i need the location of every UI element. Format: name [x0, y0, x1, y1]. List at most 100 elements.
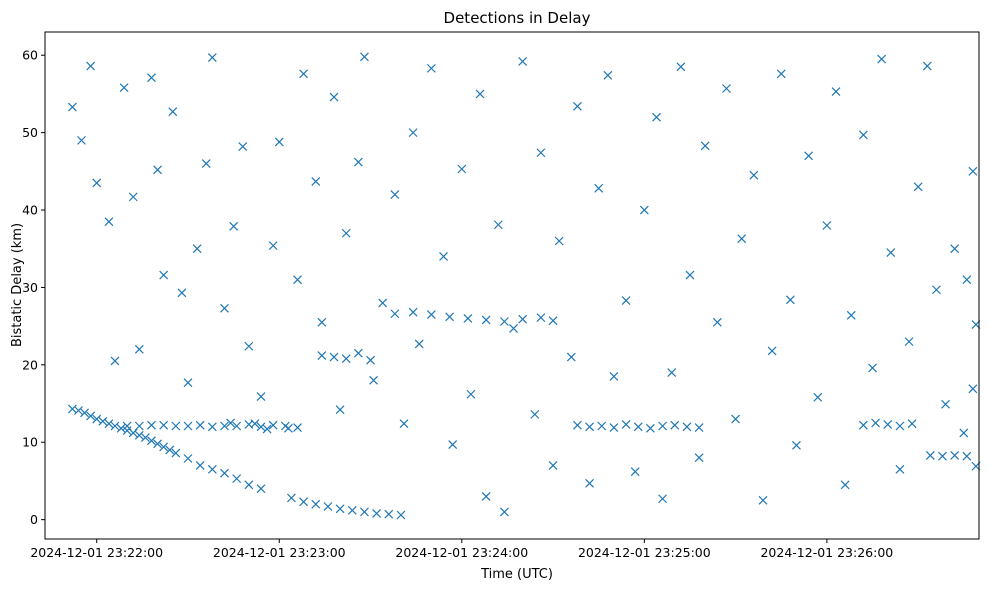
- detection-point: [448, 440, 458, 449]
- detection-point: [968, 384, 978, 394]
- detection-point: [414, 339, 424, 349]
- detection-point: [147, 420, 156, 430]
- detection-point: [463, 313, 473, 323]
- detection-point: [171, 421, 181, 431]
- detection-point: [98, 416, 108, 426]
- detection-point: [858, 420, 868, 430]
- detection-point: [220, 303, 229, 313]
- detection-point: [268, 420, 278, 430]
- detection-point: [518, 56, 528, 66]
- detection-point: [950, 244, 960, 254]
- detection-point: [207, 53, 217, 62]
- detection-point: [925, 450, 935, 460]
- detection-point: [962, 275, 972, 285]
- detection-point: [220, 468, 229, 478]
- detection-point: [652, 112, 661, 122]
- detection-point: [731, 414, 741, 424]
- detection-point: [585, 422, 595, 432]
- detection-point: [621, 420, 631, 429]
- chart-title: Detections in Delay: [444, 9, 591, 27]
- detection-point: [554, 236, 564, 246]
- detection-point: [207, 422, 217, 432]
- detection-point: [77, 135, 86, 145]
- detection-point: [481, 492, 491, 501]
- detection-point: [250, 419, 260, 429]
- detection-point: [353, 348, 363, 358]
- detection-point: [813, 392, 823, 402]
- detection-point: [603, 70, 613, 80]
- detection-point: [895, 421, 905, 431]
- detection-point: [877, 54, 887, 64]
- detection-point: [922, 61, 932, 71]
- detection-point: [104, 217, 114, 227]
- detection-point: [871, 418, 880, 428]
- plot-marks: [67, 52, 981, 520]
- detection-point: [846, 310, 856, 320]
- detection-point: [195, 420, 205, 430]
- detection-point: [128, 192, 138, 202]
- detection-point: [831, 87, 841, 97]
- x-tick-label: 2024-12-01 23:25:00: [578, 545, 711, 560]
- detection-point: [804, 151, 814, 161]
- detection-point: [822, 221, 832, 230]
- detection-point: [767, 346, 777, 356]
- detection-point: [116, 423, 126, 433]
- detection-point: [171, 448, 181, 458]
- x-axis-title: Time (UTC): [480, 567, 553, 582]
- detection-point: [895, 464, 905, 474]
- detection-point: [493, 220, 503, 230]
- detection-point: [883, 420, 893, 429]
- detection-point: [536, 313, 546, 323]
- detection-point: [694, 453, 704, 463]
- detection-point: [168, 107, 178, 117]
- detection-point: [676, 62, 686, 72]
- detection-point: [341, 228, 351, 238]
- detection-point: [353, 157, 363, 167]
- detection-point: [360, 52, 369, 62]
- detection-point: [268, 241, 278, 251]
- detection-point: [80, 408, 89, 418]
- detection-point: [609, 423, 619, 432]
- detection-point: [536, 148, 546, 158]
- detection-point: [92, 414, 102, 424]
- detection-point: [207, 464, 217, 474]
- detection-point: [347, 505, 357, 515]
- detection-point: [399, 419, 409, 429]
- detection-point: [439, 252, 448, 261]
- detection-point: [323, 502, 333, 511]
- detection-point: [658, 421, 668, 431]
- detection-point: [633, 422, 643, 432]
- detection-point: [840, 480, 850, 490]
- detection-point: [220, 421, 229, 431]
- detection-point: [256, 484, 266, 494]
- detection-point: [317, 317, 327, 327]
- detection-point: [256, 422, 266, 432]
- y-axis-ticks: 0 10 20 30 40 50 60: [22, 48, 45, 527]
- detection-point: [621, 296, 631, 306]
- detection-point: [566, 352, 576, 362]
- detection-point: [426, 63, 436, 73]
- detection-point: [122, 421, 132, 431]
- x-tick-label: 2024-12-01 23:22:00: [30, 545, 163, 560]
- detection-point: [287, 493, 296, 503]
- detection-point: [110, 356, 120, 366]
- detection-point: [646, 423, 655, 433]
- detection-point: [481, 315, 491, 325]
- detection-point: [201, 159, 211, 169]
- detection-point: [293, 423, 302, 432]
- detection-point: [868, 363, 877, 373]
- y-tick-label: 10: [22, 435, 38, 450]
- plot-frame: [44, 31, 980, 540]
- detection-point: [630, 467, 640, 477]
- detection-point: [548, 461, 558, 470]
- detection-point: [426, 310, 436, 319]
- detection-point: [408, 307, 418, 317]
- detection-point: [232, 474, 242, 484]
- detection-point: [293, 275, 302, 285]
- detection-point: [177, 288, 187, 298]
- detection-point: [110, 421, 120, 431]
- y-tick-label: 60: [22, 48, 38, 63]
- detection-point: [86, 61, 96, 71]
- detection-point: [594, 183, 604, 193]
- detection-point: [907, 419, 917, 429]
